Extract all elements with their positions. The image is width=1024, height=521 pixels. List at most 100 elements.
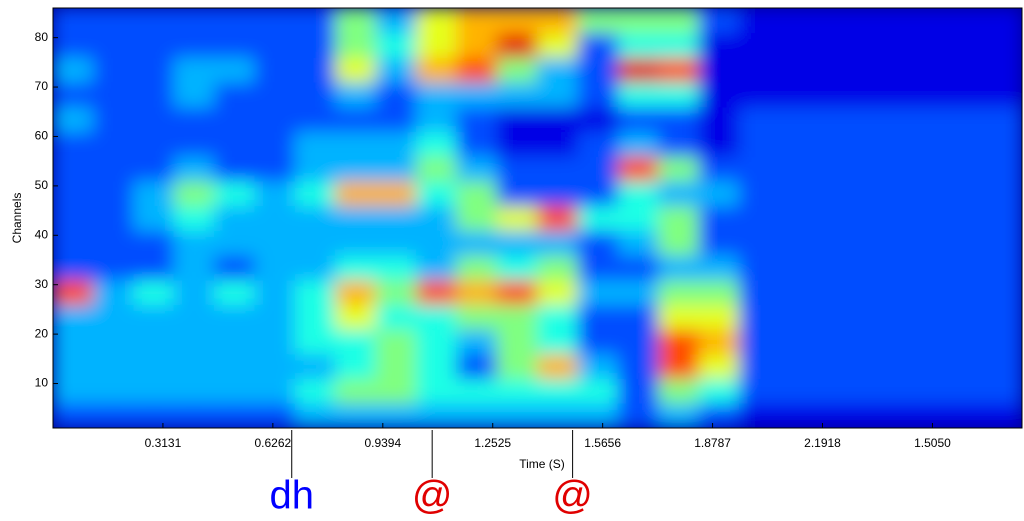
heat-cell	[577, 402, 619, 428]
heat-cell	[940, 328, 983, 355]
heat-cell	[294, 8, 337, 34]
x-tick-label: 2.1918	[804, 436, 841, 450]
heat-cell	[981, 131, 1022, 157]
heat-cell	[496, 155, 538, 182]
annotation-label: dh	[269, 474, 314, 518]
heat-cell	[53, 180, 94, 207]
heat-cell	[375, 229, 417, 256]
heat-cell	[92, 378, 135, 404]
heat-cell	[779, 402, 821, 428]
heat-cell	[617, 279, 660, 305]
heat-cell	[617, 303, 660, 330]
heat-cell	[496, 353, 538, 380]
heat-cell	[940, 56, 983, 83]
heat-cell	[981, 56, 1022, 83]
y-tick-label: 30	[35, 277, 49, 291]
heat-cell	[819, 378, 861, 404]
heat-cell	[940, 32, 983, 58]
heat-cell	[375, 303, 417, 330]
heat-cell	[658, 402, 700, 428]
heat-cell	[53, 279, 94, 305]
heat-cell	[415, 353, 458, 380]
heat-cell	[254, 378, 296, 404]
heat-cell	[900, 279, 942, 305]
heat-cell	[214, 155, 256, 182]
heat-cell	[900, 131, 942, 157]
heat-cell	[860, 131, 902, 157]
heat-cell	[940, 254, 983, 281]
heat-cell	[779, 328, 821, 355]
heat-cell	[456, 254, 498, 281]
heat-cell	[658, 254, 700, 281]
heat-cell	[537, 205, 579, 231]
heat-cell	[335, 155, 377, 182]
heat-cell	[173, 106, 215, 133]
heat-cell	[819, 402, 861, 428]
heat-cell	[577, 279, 619, 305]
heat-cell	[819, 8, 861, 34]
heat-cell	[658, 155, 700, 182]
heat-cell	[133, 106, 175, 133]
heat-cell	[294, 106, 337, 133]
heat-cell	[981, 353, 1022, 380]
heat-cell	[294, 328, 337, 355]
heat-cell	[617, 56, 660, 83]
heat-cell	[981, 180, 1022, 207]
heat-cell	[294, 229, 337, 256]
heat-cell	[698, 402, 740, 428]
heat-cell	[133, 155, 175, 182]
heat-cell	[456, 106, 498, 133]
heat-cell	[53, 402, 94, 428]
heat-cell	[981, 303, 1022, 330]
heat-cell	[173, 353, 215, 380]
heat-cell	[456, 8, 498, 34]
heat-cell	[456, 229, 498, 256]
heat-cell	[698, 303, 740, 330]
heat-cell	[214, 131, 256, 157]
heat-cell	[415, 205, 458, 231]
heat-cell	[173, 8, 215, 34]
heat-cell	[658, 56, 700, 83]
heat-cell	[92, 303, 135, 330]
heat-cell	[456, 205, 498, 231]
heat-cell	[577, 8, 619, 34]
heat-cell	[173, 81, 215, 108]
heat-cell	[577, 205, 619, 231]
heat-cell	[335, 279, 377, 305]
heat-cell	[173, 303, 215, 330]
heat-cell	[254, 402, 296, 428]
heat-cell	[698, 205, 740, 231]
heat-cell	[173, 254, 215, 281]
heat-cell	[133, 56, 175, 83]
heat-cell	[658, 229, 700, 256]
heat-cell	[53, 32, 94, 58]
heat-cell	[92, 353, 135, 380]
heat-cell	[92, 131, 135, 157]
heat-cell	[537, 32, 579, 58]
heat-cell	[214, 8, 256, 34]
heat-cell	[254, 279, 296, 305]
heat-cell	[738, 180, 781, 207]
heat-cell	[456, 56, 498, 83]
heat-cell	[698, 56, 740, 83]
heat-cell	[92, 402, 135, 428]
heat-cell	[456, 131, 498, 157]
heat-cell	[53, 353, 94, 380]
heat-cell	[577, 155, 619, 182]
heat-cell	[900, 81, 942, 108]
heat-cell	[375, 155, 417, 182]
x-tick-label: 0.3131	[145, 436, 182, 450]
heat-cell	[577, 32, 619, 58]
heat-cell	[698, 328, 740, 355]
heat-cell	[456, 328, 498, 355]
heat-cell	[537, 56, 579, 83]
heat-cell	[496, 180, 538, 207]
heat-cell	[819, 32, 861, 58]
heat-cell	[981, 402, 1022, 428]
heat-cell	[214, 402, 256, 428]
heat-cell	[375, 106, 417, 133]
heat-cell	[294, 81, 337, 108]
heat-cell	[819, 56, 861, 83]
heat-cell	[617, 155, 660, 182]
heat-cell	[779, 254, 821, 281]
